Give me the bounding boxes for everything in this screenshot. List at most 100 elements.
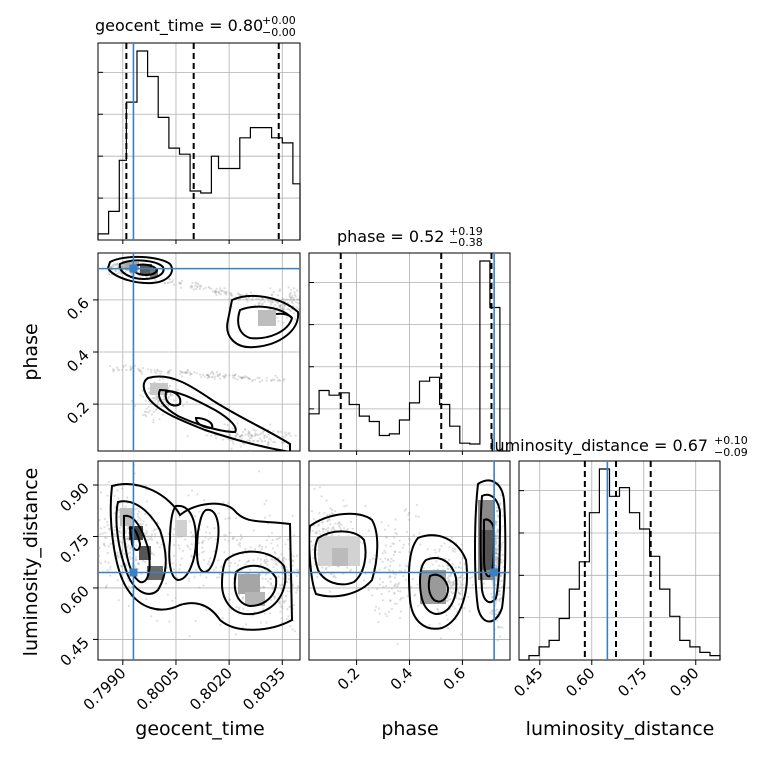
sample-point xyxy=(120,265,123,268)
sample-point xyxy=(340,528,343,531)
sample-point xyxy=(139,394,142,397)
sample-point xyxy=(218,291,221,294)
sample-point xyxy=(105,536,108,540)
sample-point xyxy=(381,552,384,555)
sample-point xyxy=(191,489,194,492)
sample-point xyxy=(271,587,274,590)
sample-point xyxy=(169,393,172,396)
sample-point xyxy=(298,570,300,573)
sample-point xyxy=(260,303,263,306)
sample-point xyxy=(239,533,242,537)
sample-point xyxy=(273,558,276,562)
sample-point xyxy=(225,290,228,294)
sample-point xyxy=(290,296,293,299)
sample-point xyxy=(163,281,166,284)
sample-point xyxy=(336,522,339,525)
sample-point xyxy=(231,440,234,443)
sample-point xyxy=(320,495,323,498)
sample-point xyxy=(399,590,402,593)
sample-point xyxy=(204,535,207,539)
sample-point xyxy=(451,563,454,566)
sample-point xyxy=(244,562,247,566)
sample-point xyxy=(263,436,266,440)
sample-point xyxy=(228,598,231,601)
sample-point xyxy=(134,556,138,559)
sample-point xyxy=(280,604,283,607)
sample-point xyxy=(431,563,434,566)
sample-point xyxy=(471,583,474,587)
sample-point xyxy=(269,438,272,442)
sample-point xyxy=(280,553,283,556)
sample-point xyxy=(295,568,298,571)
sample-point xyxy=(285,298,288,301)
sample-point xyxy=(279,610,282,613)
sample-point xyxy=(452,580,455,583)
sample-point xyxy=(238,606,241,609)
sample-point xyxy=(500,543,503,546)
sample-point xyxy=(451,547,455,550)
sample-point xyxy=(244,428,247,431)
sample-point xyxy=(166,372,169,375)
sample-point xyxy=(453,582,456,586)
sample-point xyxy=(186,369,189,372)
sample-point xyxy=(191,555,194,558)
sample-point xyxy=(288,432,291,435)
histogram-phase xyxy=(308,260,510,452)
sample-point xyxy=(116,554,119,557)
sample-point xyxy=(191,281,194,284)
sample-point xyxy=(187,577,190,580)
sample-point xyxy=(117,497,120,500)
sample-point xyxy=(211,290,214,293)
sample-point xyxy=(233,562,237,565)
x-tick-label: 0.8020 xyxy=(186,664,236,714)
sample-point xyxy=(393,592,396,595)
sample-point xyxy=(499,626,502,629)
sample-point xyxy=(179,372,182,375)
sample-point xyxy=(273,597,276,600)
sample-point xyxy=(118,526,121,530)
sample-point xyxy=(460,574,463,577)
sample-point xyxy=(438,564,441,567)
sample-point xyxy=(109,364,112,368)
sample-point xyxy=(257,434,260,437)
sample-point xyxy=(199,284,203,287)
sample-point xyxy=(210,287,213,290)
sample-point xyxy=(445,614,448,617)
contour-line xyxy=(123,514,151,584)
sample-point xyxy=(212,371,215,374)
sample-point xyxy=(114,269,117,272)
sample-point xyxy=(286,538,289,541)
sample-point xyxy=(446,600,449,603)
sample-point xyxy=(215,371,218,374)
sample-point xyxy=(407,542,410,546)
sample-point xyxy=(495,613,498,616)
sample-point xyxy=(496,534,499,537)
sample-point xyxy=(321,521,324,524)
sample-point xyxy=(417,515,420,519)
sample-point xyxy=(496,510,499,513)
x-tick-label: 0.7990 xyxy=(80,664,130,714)
sample-point xyxy=(322,527,325,531)
sample-point xyxy=(294,318,297,321)
sample-point xyxy=(205,531,208,534)
sample-point xyxy=(173,543,176,547)
sample-point xyxy=(237,298,241,301)
sample-point xyxy=(292,603,296,607)
sample-point xyxy=(331,534,334,537)
sample-point xyxy=(194,515,197,518)
sample-point xyxy=(210,376,213,379)
sample-point xyxy=(207,538,210,541)
sample-point xyxy=(234,377,237,380)
sample-point xyxy=(138,517,141,520)
sample-point xyxy=(116,551,119,554)
sample-point xyxy=(390,557,393,561)
sample-point xyxy=(414,515,418,518)
sample-point xyxy=(145,410,148,414)
sample-point xyxy=(150,533,153,536)
sample-point xyxy=(494,537,497,540)
sample-point xyxy=(134,404,137,407)
sample-point xyxy=(263,502,266,506)
sample-point xyxy=(499,597,502,600)
sample-point xyxy=(460,575,463,578)
